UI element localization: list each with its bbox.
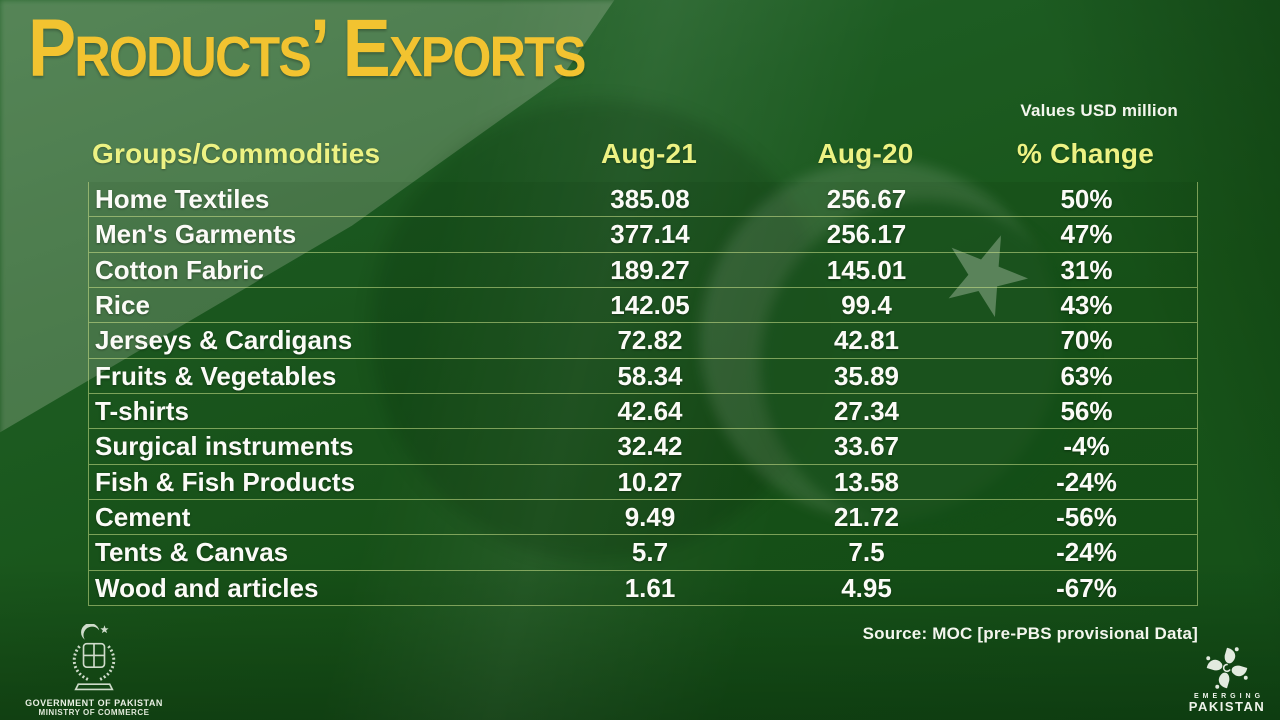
aug21-cell: 142.05: [610, 290, 690, 321]
commodity-cell: Fish & Fish Products: [95, 466, 356, 497]
table-row: Cement 9.49 21.72 -56%: [89, 500, 1197, 536]
table-row: Wood and articles 1.61 4.95 -67%: [89, 571, 1197, 606]
aug21-cell: 1.61: [624, 572, 676, 603]
aug20-cell: 13.58: [833, 466, 900, 497]
table-row: Home Textiles 385.08 256.67 50%: [89, 182, 1197, 218]
aug21-cell: 189.27: [610, 254, 690, 285]
col-header-commodities: Groups/Commodities: [92, 138, 381, 169]
aug20-cell: 21.72: [833, 502, 900, 533]
commodity-cell: Wood and articles: [95, 572, 319, 603]
aug21-cell: 385.08: [610, 184, 690, 215]
table-row: Rice 142.05 99.4 43%: [89, 288, 1197, 324]
aug20-cell: 4.95: [841, 572, 892, 603]
govt-pakistan-emblem-icon: [14, 624, 174, 696]
govt-caption-line1: GOVERNMENT OF PAKISTAN: [25, 698, 163, 708]
table-row: Tents & Canvas 5.7 7.5 -24%: [89, 535, 1197, 571]
table-row: Fish & Fish Products 10.27 13.58 -24%: [89, 465, 1197, 500]
table-row: Jerseys & Cardigans 72.82 42.81 70%: [89, 323, 1197, 359]
aug20-cell: 42.81: [833, 325, 900, 356]
emerging-caption-line1: EMERGING: [1193, 693, 1265, 700]
aug21-cell: 72.82: [617, 325, 683, 356]
change-cell: -24%: [1056, 466, 1117, 497]
aug21-cell: 5.7: [631, 537, 669, 568]
commodity-cell: Fruits & Vegetables: [95, 360, 337, 391]
commodity-cell: Cotton Fabric: [95, 254, 264, 285]
aug20-cell: 256.67: [826, 184, 907, 215]
units-note: Values USD million: [1020, 101, 1178, 120]
commodity-cell: Rice: [95, 290, 150, 321]
col-header-change: % Change: [1017, 138, 1154, 169]
change-cell: 47%: [1060, 219, 1113, 250]
change-cell: 50%: [1060, 184, 1113, 215]
aug20-cell: 256.17: [826, 219, 907, 250]
table-row: Cotton Fabric 189.27 145.01 31%: [89, 253, 1197, 288]
exports-table: Home Textiles 385.08 256.67 50% Men's Ga…: [88, 182, 1198, 606]
page-title: Products’ Exports: [28, 3, 586, 94]
aug21-cell: 10.27: [617, 466, 683, 497]
commodity-cell: Home Textiles: [95, 184, 270, 215]
emerging-pakistan-pinwheel-icon: [1186, 644, 1268, 692]
change-cell: -24%: [1056, 537, 1117, 568]
aug20-cell: 35.89: [833, 360, 900, 391]
commodity-cell: T-shirts: [95, 396, 189, 427]
aug21-cell: 42.64: [617, 396, 683, 427]
commodity-cell: Surgical instruments: [95, 431, 354, 462]
commodity-cell: Jerseys & Cardigans: [95, 325, 353, 356]
govt-caption-line2: MINISTRY OF COMMERCE: [38, 708, 150, 717]
table-row: Surgical instruments 32.42 33.67 -4%: [89, 429, 1197, 465]
emerging-pakistan-logo: EMERGING PAKISTAN: [1186, 644, 1268, 714]
aug20-cell: 145.01: [826, 254, 907, 285]
table-header-row: Groups/Commodities Aug-21 Aug-20 % Chang…: [88, 134, 1198, 174]
change-cell: 63%: [1060, 360, 1113, 391]
table-row: Men's Garments 377.14 256.17 47%: [89, 217, 1197, 253]
commodity-cell: Tents & Canvas: [95, 537, 289, 568]
govt-pakistan-logo: GOVERNMENT OF PAKISTAN MINISTRY OF COMME…: [14, 624, 174, 717]
change-cell: 56%: [1060, 396, 1113, 427]
change-cell: 70%: [1060, 325, 1113, 356]
col-header-aug21: Aug-21: [600, 138, 698, 169]
aug21-cell: 9.49: [624, 502, 676, 533]
aug21-cell: 58.34: [617, 360, 683, 391]
emerging-caption-line2: PAKISTAN: [1188, 699, 1266, 714]
change-cell: 31%: [1060, 254, 1113, 285]
change-cell: -4%: [1063, 431, 1110, 462]
aug21-cell: 32.42: [617, 431, 683, 462]
source-note: Source: MOC [pre-PBS provisional Data]: [862, 624, 1198, 643]
aug20-cell: 27.34: [833, 396, 900, 427]
aug20-cell: 33.67: [833, 431, 900, 462]
change-cell: -56%: [1056, 502, 1117, 533]
table-row: Fruits & Vegetables 58.34 35.89 63%: [89, 359, 1197, 394]
col-header-aug20: Aug-20: [817, 138, 914, 169]
aug21-cell: 377.14: [610, 219, 690, 250]
change-cell: 43%: [1060, 290, 1113, 321]
change-cell: -67%: [1056, 572, 1117, 603]
aug20-cell: 99.4: [841, 290, 892, 321]
table-row: T-shirts 42.64 27.34 56%: [89, 394, 1197, 430]
aug20-cell: 7.5: [848, 537, 885, 568]
commodity-cell: Cement: [95, 502, 191, 533]
commodity-cell: Men's Garments: [95, 219, 297, 250]
